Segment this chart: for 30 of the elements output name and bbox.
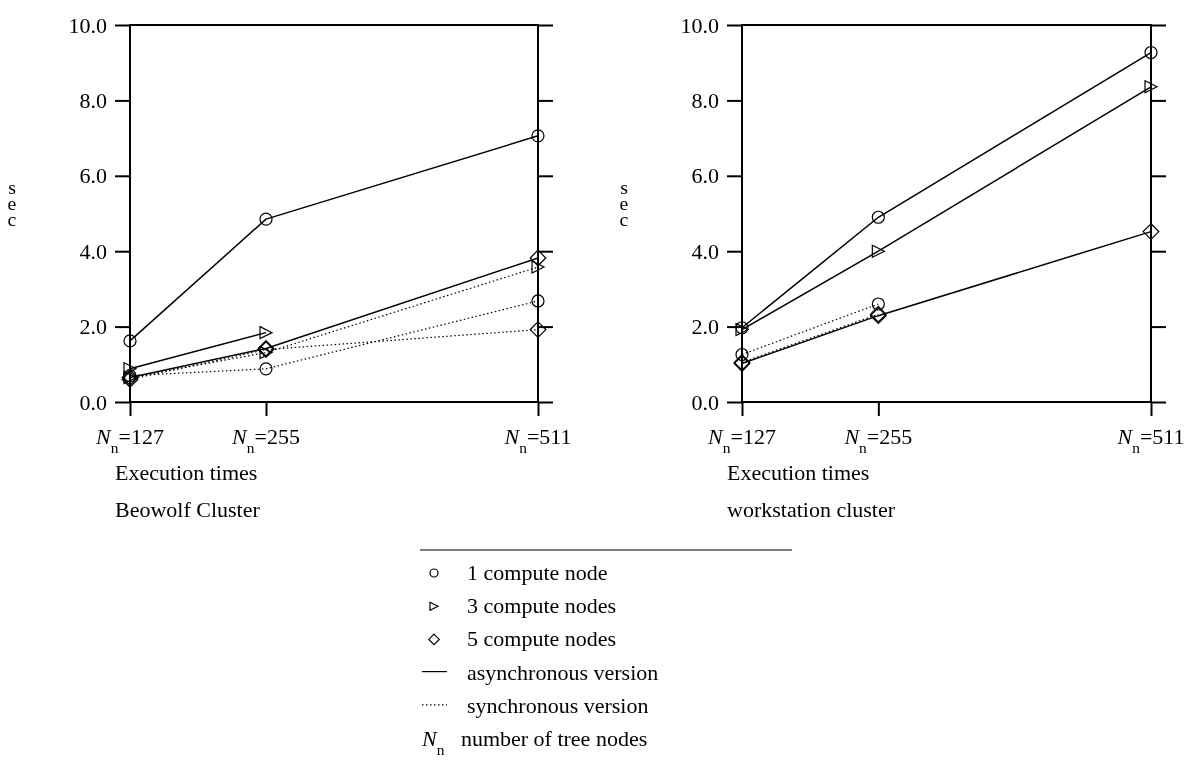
y-tick-label: 6.0 [79, 163, 107, 189]
text: Beowolf Cluster [115, 497, 261, 522]
x-tick-label: N$_{n}$=255 [843, 424, 913, 456]
text: 3 compute nodes [467, 593, 617, 619]
y-tick-label: 10.0 [68, 12, 107, 38]
text: 5 compute nodes [467, 626, 617, 652]
x-tick-label: N$_{n}$=127 [95, 424, 164, 456]
text: workstation cluster [727, 497, 896, 522]
y-axis-title: sec [619, 175, 629, 230]
x-tick-label: N$_{n}$=511 [503, 424, 572, 456]
y-tick-label: 0.0 [79, 389, 107, 415]
text: asynchronous version [467, 659, 659, 685]
text: 1 compute node [467, 560, 608, 585]
x-axis-title: Execution times [115, 460, 258, 485]
y-tick-label: 4.0 [691, 238, 719, 264]
x-tick-label: N$_{n}$=255 [231, 424, 300, 456]
x-axis-title: Execution times [727, 460, 870, 485]
y-tick-label: 8.0 [79, 87, 107, 113]
text: synchronous version [467, 692, 649, 718]
y-tick-label: 4.0 [79, 238, 107, 264]
text: N$_{n}$ number of tree nodes [421, 726, 648, 758]
y-tick-label: 10.0 [680, 12, 719, 38]
y-tick-label: 0.0 [691, 389, 719, 415]
y-tick-label: 2.0 [79, 314, 107, 340]
x-tick-label: N$_{n}$=511 [1116, 424, 1185, 456]
y-tick-label: 2.0 [691, 314, 719, 340]
y-tick-label: 6.0 [691, 163, 719, 189]
y-axis-title: sec [7, 175, 17, 230]
y-tick-label: 8.0 [691, 87, 719, 113]
x-tick-label: N$_{n}$=127 [707, 424, 776, 456]
